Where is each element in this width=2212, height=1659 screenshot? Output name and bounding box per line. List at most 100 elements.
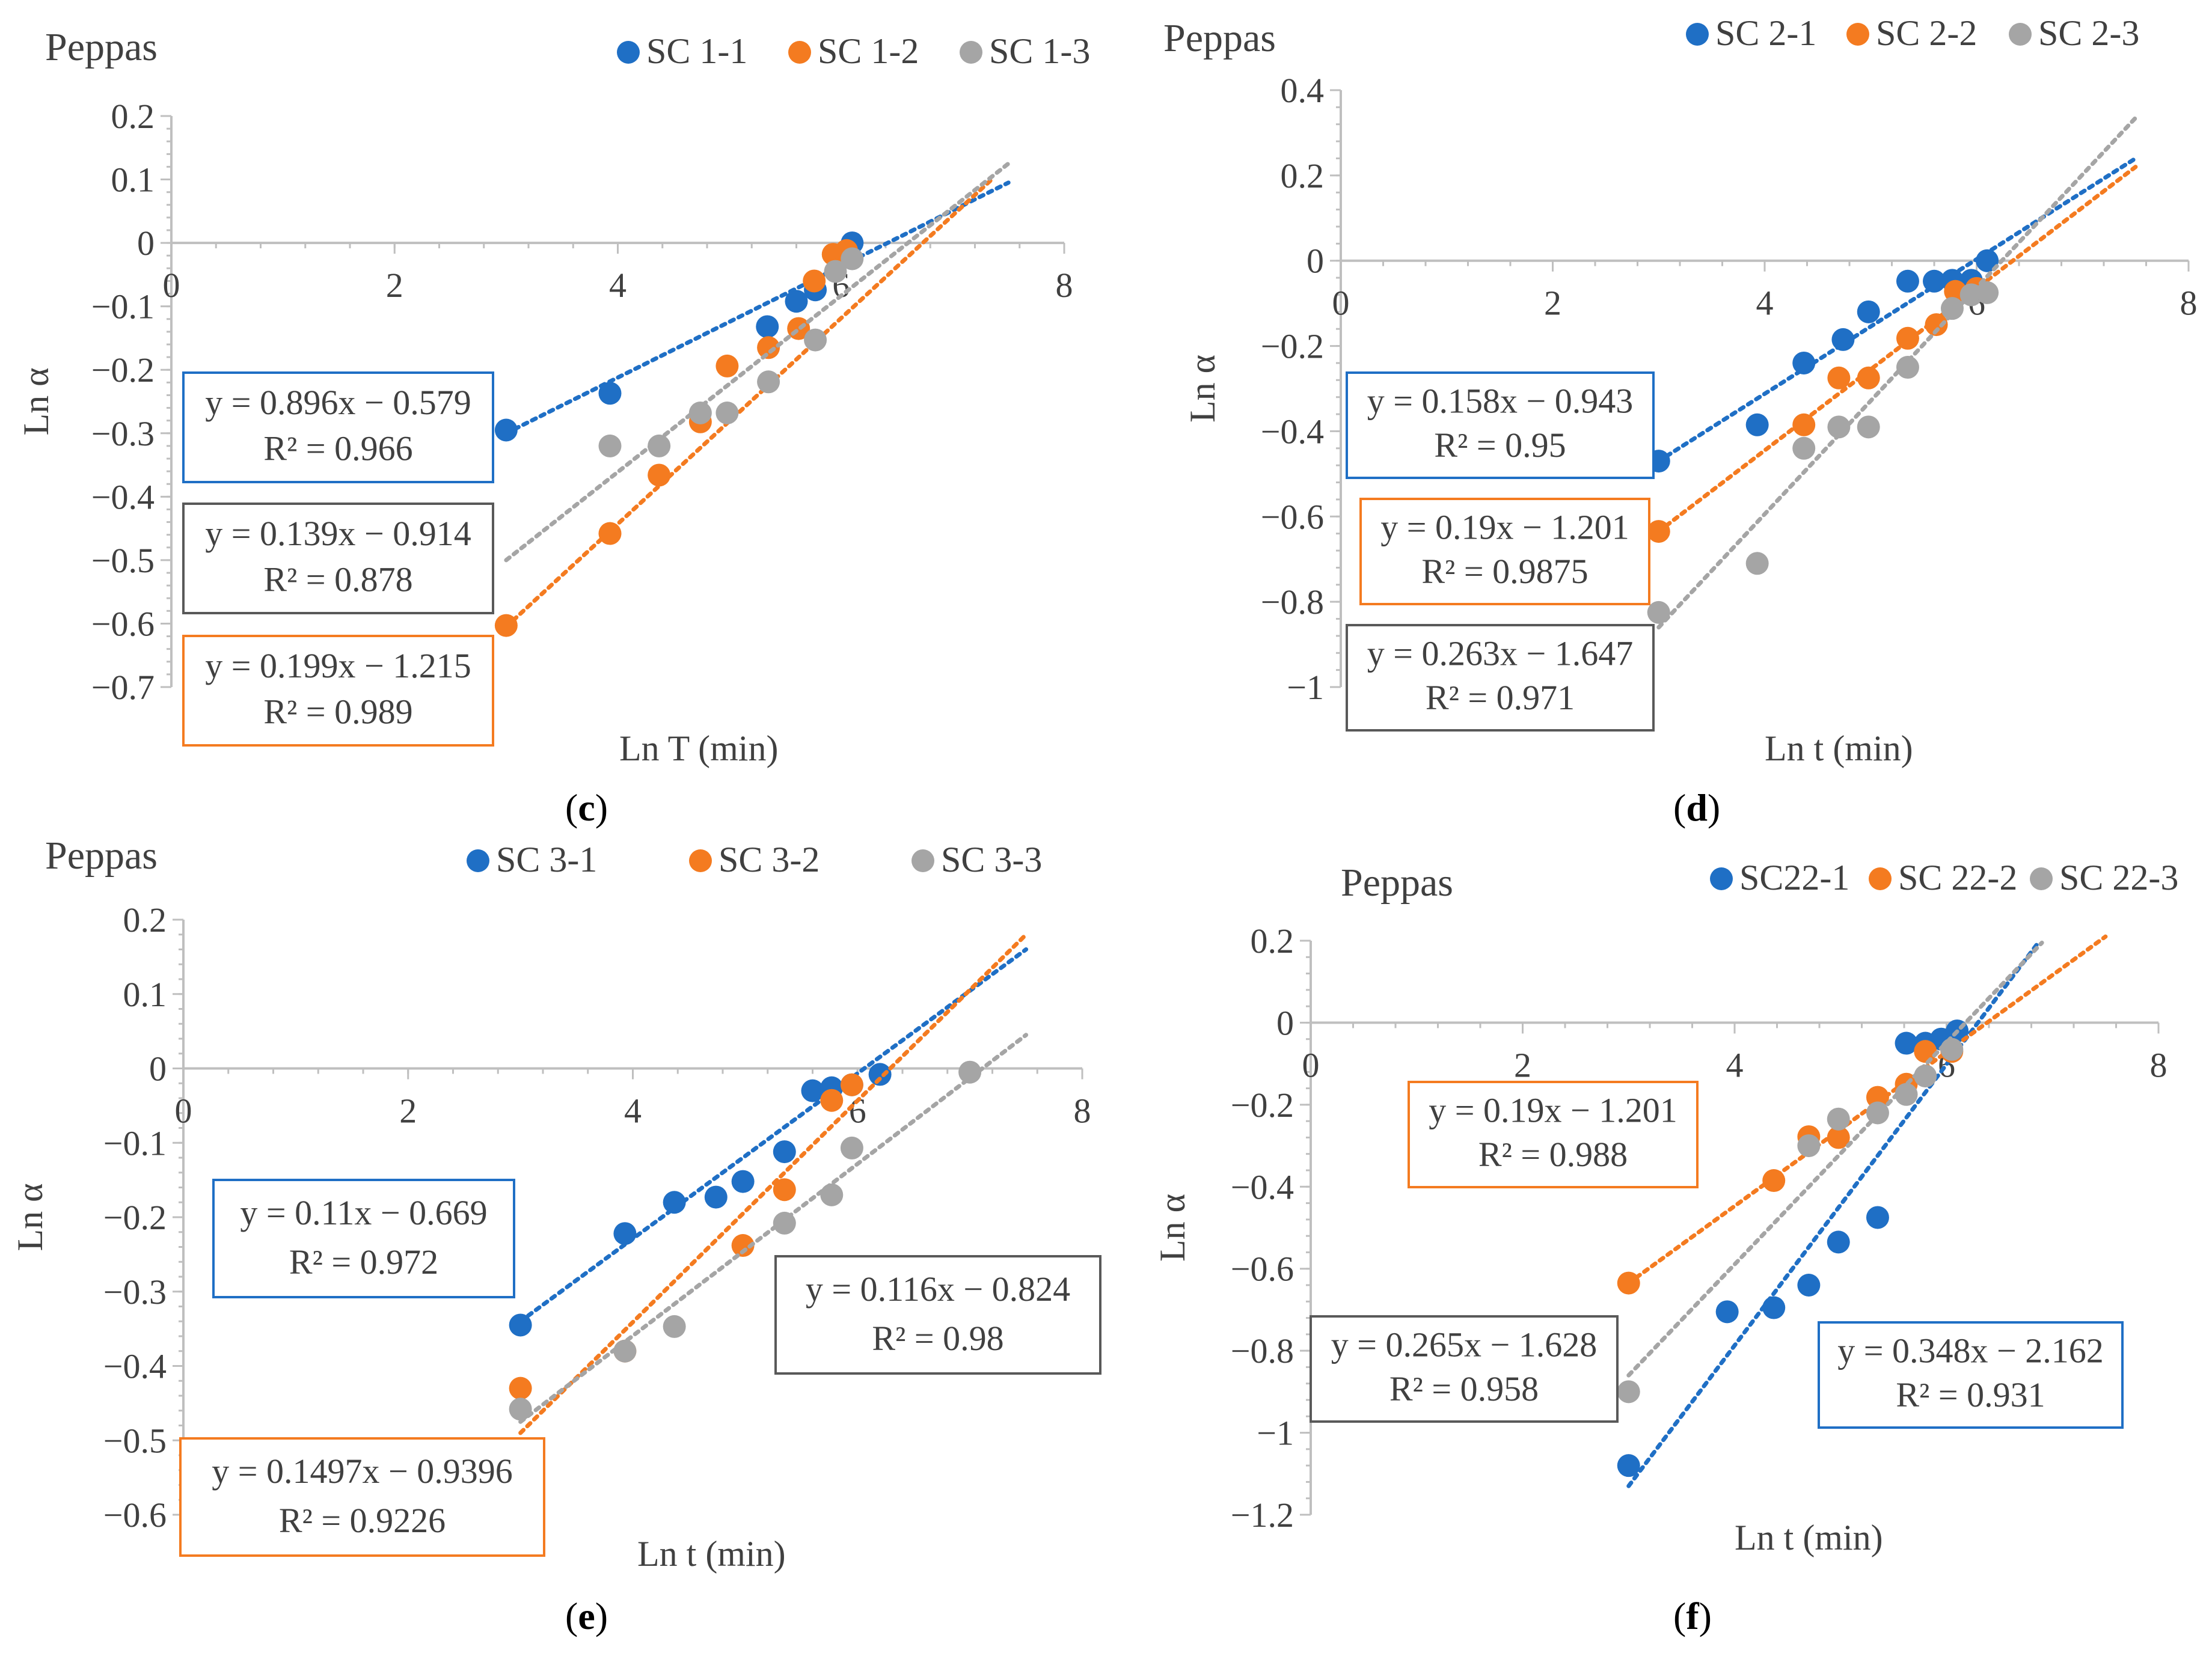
data-point-orange <box>773 1178 796 1202</box>
equation-text: y = 0.199x − 1.215 <box>205 646 471 685</box>
subfigure-label: (e) <box>565 1595 608 1637</box>
trendline-blue <box>504 180 1011 436</box>
subfigure-label: (c) <box>565 786 608 829</box>
data-point-orange <box>820 1089 844 1112</box>
y-tick-label: −0.3 <box>91 414 155 453</box>
data-point-gray <box>1797 1134 1821 1158</box>
x-tick-label: 2 <box>1514 1045 1531 1084</box>
legend-marker-blue <box>1686 23 1709 46</box>
data-point-orange <box>1827 366 1851 390</box>
data-point-gray <box>1940 1037 1964 1061</box>
data-point-orange <box>648 463 671 487</box>
y-tick-label: −0.6 <box>1231 1250 1294 1289</box>
data-point-blue <box>663 1191 686 1214</box>
data-point-gray <box>1647 600 1670 624</box>
y-tick-label: 0 <box>149 1049 167 1089</box>
chart-panel-d: Peppas SC 2-1 SC 2-2 SC 2-30.40.20−0.2−0.4−… <box>1163 13 2198 829</box>
data-point-gray <box>598 434 622 457</box>
data-point-gray <box>1745 552 1769 575</box>
data-point-blue <box>704 1185 728 1209</box>
data-point-blue <box>1762 1296 1786 1319</box>
equation-text: y = 0.116x − 0.824 <box>806 1269 1070 1309</box>
y-tick-label: −1 <box>1257 1414 1294 1453</box>
data-point-orange <box>1647 520 1670 543</box>
r-squared-text: R² = 0.9875 <box>1421 552 1588 591</box>
data-point-orange <box>757 336 780 359</box>
chart-title: Peppas <box>45 834 158 878</box>
data-point-blue <box>773 1140 796 1164</box>
legend-marker-orange <box>689 849 712 872</box>
legend-marker-blue <box>617 41 640 64</box>
data-point-orange <box>715 354 739 377</box>
subfigure-label: (f) <box>1673 1595 1712 1637</box>
x-axis-label: Ln T (min) <box>619 729 778 768</box>
data-point-gray <box>688 402 712 424</box>
data-point-orange <box>1857 366 1880 390</box>
chart-panel-e: Peppas SC 3-1 SC 3-2 SC 3-30.20.10−0.1−0.2−… <box>10 834 1101 1637</box>
y-tick-label: −0.5 <box>103 1421 167 1460</box>
subfigure-label: (d) <box>1673 786 1720 829</box>
data-point-blue <box>1857 300 1880 323</box>
data-point-gray <box>757 370 780 394</box>
data-point-blue <box>1976 249 1999 272</box>
legend-marker-gray <box>960 41 982 64</box>
equation-box-blue <box>212 1179 515 1298</box>
y-axis-label: Ln α <box>10 1183 50 1251</box>
y-tick-label: −0.2 <box>91 350 155 390</box>
equation-text: y = 0.1497x − 0.9396 <box>212 1452 512 1491</box>
y-tick-label: 0.1 <box>123 975 167 1014</box>
equation-text: y = 0.19x − 1.201 <box>1380 508 1629 547</box>
data-point-blue <box>494 418 518 442</box>
data-point-gray <box>715 402 739 424</box>
chart-panel-c: Peppas SC 1-1 SC 1-2 SC 1-30.20.10−0.1−0.2−… <box>16 25 1090 829</box>
data-point-orange <box>731 1234 755 1257</box>
chart-title: Peppas <box>45 25 158 69</box>
equation-box-orange <box>1359 498 1650 605</box>
data-point-gray <box>648 434 671 457</box>
y-tick-label: 0.4 <box>1281 71 1325 110</box>
y-tick-label: 0.2 <box>1281 156 1325 195</box>
legend-label: SC 3-1 <box>496 840 597 879</box>
equation-text: y = 0.139x − 0.914 <box>205 514 471 553</box>
data-point-blue <box>598 382 622 405</box>
data-point-blue <box>1827 1230 1850 1254</box>
r-squared-text: R² = 0.98 <box>872 1319 1003 1358</box>
equation-box-blue <box>1818 1321 2124 1429</box>
data-point-gray <box>841 247 864 270</box>
y-tick-label: 0.2 <box>1251 921 1294 961</box>
y-tick-label: 0.2 <box>111 97 155 136</box>
y-tick-label: 0 <box>137 224 155 263</box>
y-tick-label: 0.1 <box>111 160 155 200</box>
y-tick-label: −0.6 <box>103 1496 167 1535</box>
equation-box-gray <box>774 1255 1101 1375</box>
y-tick-label: −0.8 <box>1261 582 1324 622</box>
y-tick-label: −0.2 <box>1261 327 1324 366</box>
trendline-orange <box>504 177 994 629</box>
x-tick-label: 0 <box>175 1092 192 1131</box>
data-point-orange <box>1925 313 1948 337</box>
data-point-orange <box>1827 1126 1850 1149</box>
x-tick-label: 4 <box>1726 1045 1744 1084</box>
r-squared-text: R² = 0.972 <box>289 1242 438 1282</box>
r-squared-text: R² = 0.988 <box>1478 1135 1628 1174</box>
equation-text: y = 0.19x − 1.201 <box>1429 1091 1677 1130</box>
y-tick-label: −0.5 <box>91 541 155 580</box>
data-point-gray <box>509 1398 532 1421</box>
data-point-gray <box>1857 415 1880 439</box>
y-tick-label: −0.1 <box>91 287 155 326</box>
trendline-orange <box>518 932 1029 1435</box>
y-tick-label: −0.4 <box>1231 1167 1294 1206</box>
x-tick-label: 0 <box>1302 1045 1320 1084</box>
data-point-gray <box>958 1060 982 1084</box>
legend-label: SC22-1 <box>1739 858 1849 897</box>
y-tick-label: 0 <box>1307 242 1324 281</box>
y-tick-label: −0.2 <box>103 1198 167 1237</box>
legend-marker-orange <box>788 41 811 64</box>
data-point-gray <box>1896 356 1919 379</box>
y-tick-label: −1.2 <box>1231 1496 1294 1535</box>
legend-marker-gray <box>2030 867 2053 890</box>
legend-label: SC 2-1 <box>1715 13 1816 53</box>
legend-label: SC 1-3 <box>989 31 1090 71</box>
equation-text: y = 0.265x − 1.628 <box>1331 1325 1597 1364</box>
data-point-blue <box>1923 269 1946 293</box>
